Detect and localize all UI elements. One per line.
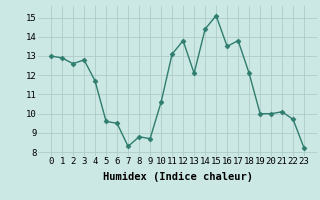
X-axis label: Humidex (Indice chaleur): Humidex (Indice chaleur) — [103, 172, 252, 182]
